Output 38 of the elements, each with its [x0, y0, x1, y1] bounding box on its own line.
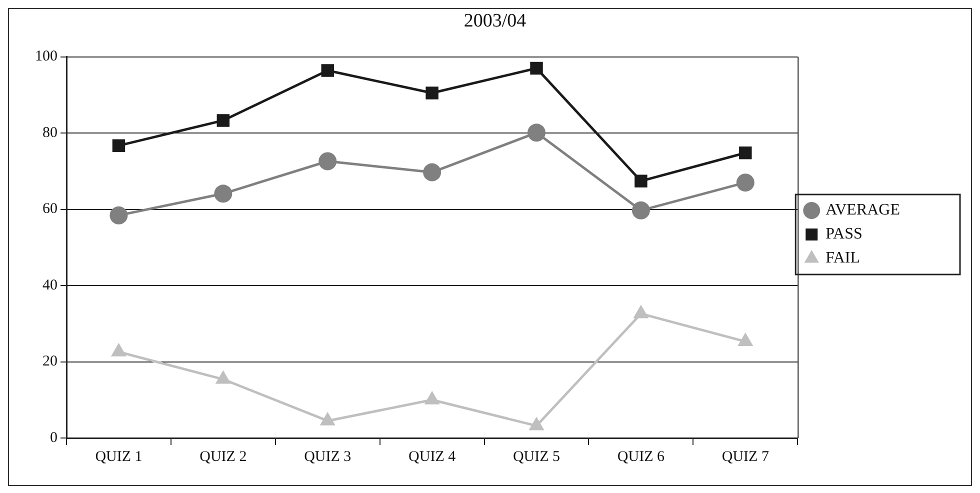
legend-label: FAIL: [826, 250, 908, 267]
x-tick-label: QUIZ 1: [95, 448, 142, 465]
point: [423, 163, 442, 182]
point: [528, 416, 544, 430]
point: [321, 64, 334, 77]
y-tick-label: 0: [50, 430, 58, 446]
point: [530, 62, 543, 75]
point: [110, 342, 127, 356]
point: [632, 201, 650, 220]
point: [320, 412, 336, 426]
point: [216, 114, 230, 127]
point: [214, 184, 232, 203]
point: [318, 152, 337, 170]
x-tick-label: QUIZ 3: [304, 448, 352, 465]
y-tick-label: 40: [42, 277, 58, 294]
x-tick-label: QUIZ 5: [512, 448, 560, 465]
point: [110, 206, 128, 224]
legend-label: PASS: [826, 226, 910, 243]
point: [426, 86, 438, 100]
point: [528, 124, 546, 142]
y-tick-label: 20: [42, 354, 58, 370]
y-tick-label: 100: [35, 48, 58, 65]
chart-title: 2003/04: [464, 10, 527, 32]
x-tick-label: QUIZ 4: [408, 448, 456, 465]
x-tick-label: QUIZ 2: [200, 448, 247, 465]
point: [215, 370, 231, 384]
x-tick-label: QUIZ 7: [722, 448, 770, 465]
point: [633, 304, 649, 318]
y-tick-label: 60: [42, 201, 58, 218]
point: [634, 174, 648, 188]
point: [112, 139, 126, 152]
point: [424, 390, 440, 404]
point: [736, 174, 754, 192]
legend-label: AVERAGE: [826, 202, 948, 219]
y-tick-label: 80: [42, 124, 58, 141]
point: [739, 146, 752, 160]
x-tick-label: QUIZ 6: [617, 448, 665, 465]
point: [738, 332, 754, 346]
